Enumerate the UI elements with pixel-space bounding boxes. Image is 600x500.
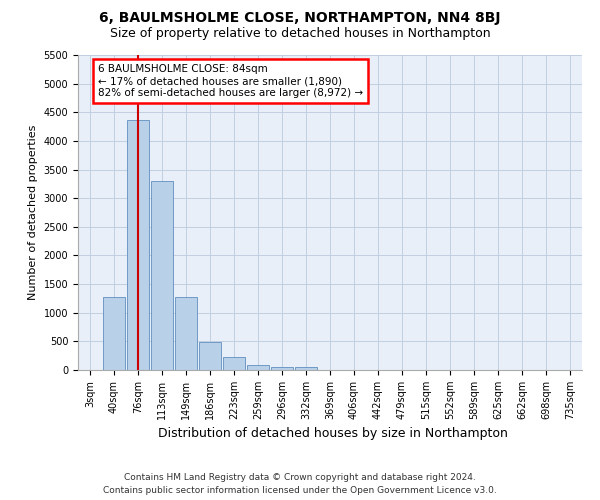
Bar xyxy=(223,358,245,370)
Bar xyxy=(103,298,125,370)
Bar xyxy=(151,181,173,370)
Bar xyxy=(247,365,269,370)
Text: Distribution of detached houses by size in Northampton: Distribution of detached houses by size … xyxy=(158,428,508,440)
Text: Size of property relative to detached houses in Northampton: Size of property relative to detached ho… xyxy=(110,28,490,40)
Bar xyxy=(295,366,317,370)
Y-axis label: Number of detached properties: Number of detached properties xyxy=(28,125,38,300)
Bar xyxy=(199,342,221,370)
Bar xyxy=(127,120,149,370)
Bar xyxy=(175,298,197,370)
Text: 6, BAULMSHOLME CLOSE, NORTHAMPTON, NN4 8BJ: 6, BAULMSHOLME CLOSE, NORTHAMPTON, NN4 8… xyxy=(99,11,501,25)
Text: 6 BAULMSHOLME CLOSE: 84sqm
← 17% of detached houses are smaller (1,890)
82% of s: 6 BAULMSHOLME CLOSE: 84sqm ← 17% of deta… xyxy=(98,64,363,98)
Bar xyxy=(271,366,293,370)
Text: Contains HM Land Registry data © Crown copyright and database right 2024.: Contains HM Land Registry data © Crown c… xyxy=(124,472,476,482)
Text: Contains public sector information licensed under the Open Government Licence v3: Contains public sector information licen… xyxy=(103,486,497,495)
